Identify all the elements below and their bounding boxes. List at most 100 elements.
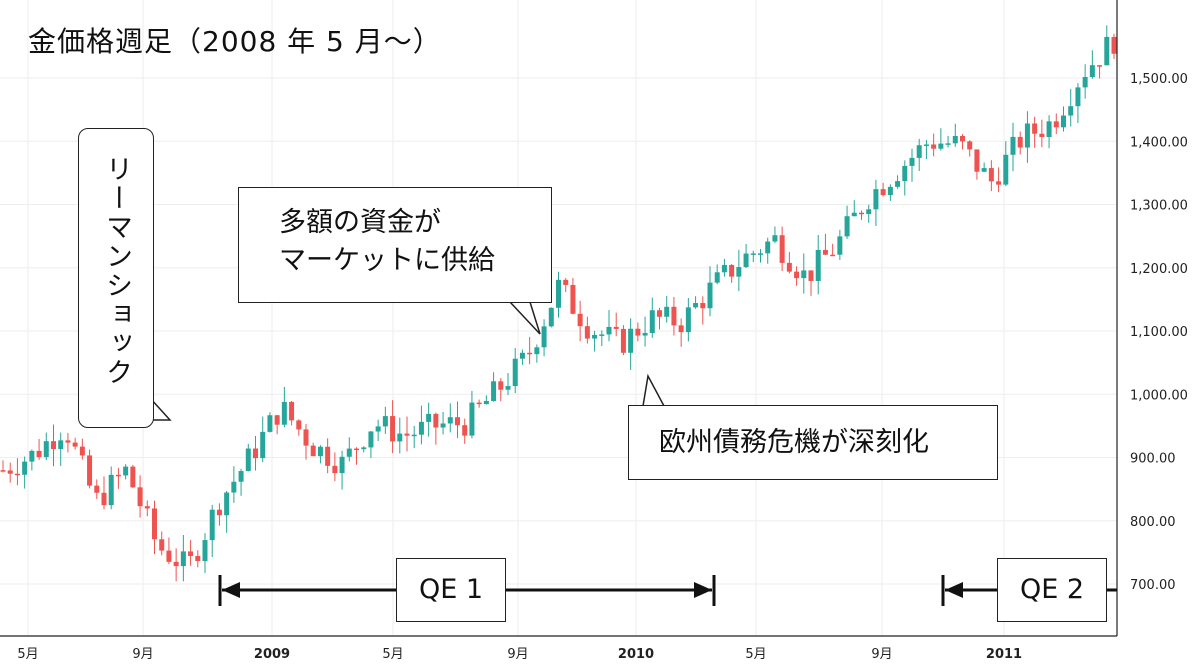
candle-body: [173, 561, 179, 567]
y-tick-label: 900.00: [1130, 452, 1176, 467]
candle-body: [505, 386, 511, 390]
candle-body: [51, 441, 56, 450]
candle-body: [166, 550, 172, 562]
qe2-left-arrowhead: [945, 582, 963, 598]
candle-body: [483, 400, 489, 405]
candle-body: [491, 381, 497, 401]
candle-body: [887, 186, 893, 196]
candle-body: [923, 144, 929, 146]
candle-body: [895, 181, 901, 187]
candle-body: [36, 450, 42, 458]
funds-callout-tail: [508, 301, 541, 335]
candle-body: [815, 250, 821, 281]
candle-body: [822, 250, 828, 255]
candle-body: [721, 264, 727, 273]
candle-body: [267, 415, 273, 432]
candle-body: [188, 551, 194, 556]
candle-body: [1061, 115, 1066, 128]
candle-body: [808, 270, 814, 281]
candle-body: [1003, 154, 1009, 185]
candle-body: [1075, 87, 1081, 107]
candle-body: [707, 282, 713, 309]
candle-body: [72, 442, 78, 447]
candle-body: [1024, 123, 1030, 148]
y-tick-label: 1,500.00: [1130, 72, 1188, 87]
candle-body: [397, 433, 403, 442]
candle-body: [844, 216, 850, 237]
candle-body: [830, 254, 836, 257]
candle-body: [570, 284, 576, 314]
candle-body: [837, 236, 843, 255]
candle-body: [209, 509, 215, 541]
candle-body: [635, 328, 641, 336]
candle-body: [1053, 121, 1059, 128]
candle-body: [447, 417, 453, 424]
candle-body: [180, 551, 186, 567]
candle-body: [426, 413, 432, 422]
candle-body: [714, 272, 720, 283]
candle-body: [231, 481, 237, 493]
candle-body: [159, 539, 165, 551]
euro-crisis-text: 欧州債務危機が深刻化: [659, 427, 929, 458]
candle-body: [909, 157, 915, 166]
candle-body: [368, 431, 374, 448]
candle-body: [620, 328, 626, 353]
candle-body: [945, 143, 951, 145]
candle-body: [195, 555, 201, 562]
candle-body: [0, 470, 6, 472]
candle-body: [700, 303, 706, 309]
candle-body: [79, 446, 85, 456]
candle-body: [289, 401, 295, 421]
candle-body: [613, 326, 619, 329]
candle-body: [527, 352, 533, 355]
candles: [0, 25, 1117, 582]
y-tick-label: 1,200.00: [1130, 262, 1188, 277]
candle-body: [931, 144, 937, 149]
candle-body: [87, 455, 93, 486]
candle-body: [729, 264, 735, 277]
x-tick-label: 5月: [17, 647, 38, 662]
candle-body: [794, 271, 800, 279]
candle-body: [981, 168, 987, 172]
candle-body: [7, 470, 13, 474]
candle-body: [310, 445, 316, 457]
candle-body: [101, 492, 107, 506]
candle-body: [765, 241, 771, 254]
lehman-text: リーマンショック: [101, 155, 132, 387]
candle-body: [902, 165, 908, 182]
candle-body: [130, 466, 136, 488]
x-tick-label: 9月: [871, 647, 892, 662]
candle-body: [462, 425, 468, 436]
candle-body: [65, 440, 71, 443]
x-tick-label: 9月: [507, 647, 528, 662]
candle-body: [736, 267, 742, 277]
candle-body: [786, 262, 792, 272]
candle-body: [628, 328, 634, 353]
candle-body: [216, 509, 222, 516]
candle-body: [440, 423, 446, 428]
candle-body: [657, 310, 662, 317]
candle-body: [664, 306, 670, 317]
candle-body: [967, 141, 973, 150]
x-tick-label: 2010: [618, 647, 654, 662]
grid-lines: [0, 0, 1117, 636]
candle-body: [772, 235, 778, 242]
candle-body: [1089, 65, 1095, 78]
x-tick-label: 9月: [132, 647, 153, 662]
candle-body: [592, 334, 598, 339]
candle-body: [137, 487, 143, 507]
candle-body: [498, 381, 504, 390]
candle-body: [418, 421, 424, 435]
candle-body: [22, 461, 28, 475]
candle-body: [512, 358, 518, 387]
candle-body: [433, 413, 439, 428]
candle-body: [123, 466, 129, 476]
candle-body: [325, 446, 331, 466]
candle-body: [115, 474, 121, 477]
axes: 700.00 800.00 900.00 1,000.00 1,100.00 1,200.…: [0, 0, 1188, 662]
candle-body: [1104, 36, 1110, 66]
candle-body: [1097, 65, 1103, 67]
qe2-label: QE 2: [997, 558, 1107, 622]
candle-body: [108, 474, 114, 506]
